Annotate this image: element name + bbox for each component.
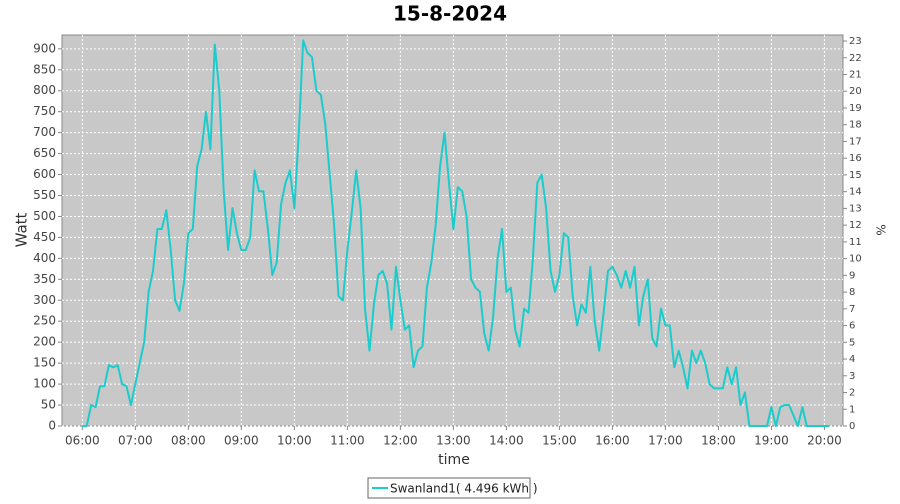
y2-tick-label: 22 bbox=[849, 53, 862, 64]
y-tick-label: 800 bbox=[33, 83, 56, 97]
y2-tick-label: 15 bbox=[849, 170, 862, 181]
y-tick-label: 450 bbox=[33, 230, 56, 244]
y-tick-label: 0 bbox=[48, 419, 56, 433]
y-tick-label: 700 bbox=[33, 125, 56, 139]
x-tick-label: 16:00 bbox=[595, 434, 630, 448]
y2-tick-label: 11 bbox=[849, 237, 862, 248]
y2-tick-label: 23 bbox=[849, 36, 862, 47]
y-tick-label: 500 bbox=[33, 209, 56, 223]
y-tick-label: 250 bbox=[33, 314, 56, 328]
y2-tick-label: 1 bbox=[849, 404, 855, 415]
y-tick-label: 50 bbox=[41, 398, 56, 412]
y2-tick-label: 19 bbox=[849, 103, 862, 114]
x-tick-label: 12:00 bbox=[383, 434, 418, 448]
y2-tick-label: 10 bbox=[849, 254, 862, 265]
x-tick-label: 11:00 bbox=[330, 434, 365, 448]
y2-tick-label: 18 bbox=[849, 120, 862, 131]
y2-tick-label: 4 bbox=[849, 354, 855, 365]
y2-tick-label: 16 bbox=[849, 153, 862, 164]
y2-tick-label: 20 bbox=[849, 86, 862, 97]
y-tick-label: 550 bbox=[33, 188, 56, 202]
y2-tick-label: 8 bbox=[849, 287, 855, 298]
x-tick-label: 07:00 bbox=[118, 434, 153, 448]
y-tick-label: 350 bbox=[33, 272, 56, 286]
plot-area bbox=[61, 34, 844, 427]
y2-tick-label: 5 bbox=[849, 337, 855, 348]
x-tick-label: 20:00 bbox=[807, 434, 842, 448]
y2-tick-label: 7 bbox=[849, 304, 855, 315]
x-tick-label: 18:00 bbox=[701, 434, 736, 448]
y-tick-label: 200 bbox=[33, 335, 56, 349]
y2-tick-label: 12 bbox=[849, 220, 862, 231]
x-tick-label: 19:00 bbox=[754, 434, 789, 448]
x-tick-label: 09:00 bbox=[224, 434, 259, 448]
x-axis-label: time bbox=[438, 452, 470, 468]
y2-tick-label: 14 bbox=[849, 187, 862, 198]
x-tick-label: 14:00 bbox=[489, 434, 524, 448]
y2-tick-label: 2 bbox=[849, 388, 855, 399]
x-tick-label: 06:00 bbox=[65, 434, 100, 448]
x-tick-label: 13:00 bbox=[436, 434, 471, 448]
y-tick-label: 850 bbox=[33, 62, 56, 76]
x-tick-label: 15:00 bbox=[542, 434, 577, 448]
y2-tick-label: 3 bbox=[849, 371, 855, 382]
y-tick-label: 900 bbox=[33, 41, 56, 55]
chart-title: 15-8-2024 bbox=[393, 2, 507, 26]
y-tick-label: 300 bbox=[33, 293, 56, 307]
y-axis-label: Watt bbox=[13, 212, 31, 247]
y2-tick-label: 21 bbox=[849, 70, 862, 81]
y-tick-label: 600 bbox=[33, 167, 56, 181]
data-line bbox=[82, 39, 829, 427]
y2-tick-label: 6 bbox=[849, 321, 855, 332]
y2-tick-label: 13 bbox=[849, 203, 862, 214]
y-tick-label: 650 bbox=[33, 146, 56, 160]
y2-axis-label: % bbox=[874, 224, 888, 235]
legend-label: Swanland1( 4.496 kWh ) bbox=[390, 482, 538, 496]
x-tick-label: 08:00 bbox=[171, 434, 206, 448]
y-tick-label: 400 bbox=[33, 251, 56, 265]
y2-tick-label: 17 bbox=[849, 136, 862, 147]
y-tick-label: 150 bbox=[33, 356, 56, 370]
y2-tick-label: 0 bbox=[849, 421, 855, 432]
y-tick-label: 100 bbox=[33, 377, 56, 391]
x-tick-label: 17:00 bbox=[648, 434, 683, 448]
y2-tick-label: 9 bbox=[849, 270, 855, 281]
legend-box bbox=[367, 477, 531, 499]
y-tick-label: 750 bbox=[33, 104, 56, 118]
x-tick-label: 10:00 bbox=[277, 434, 312, 448]
